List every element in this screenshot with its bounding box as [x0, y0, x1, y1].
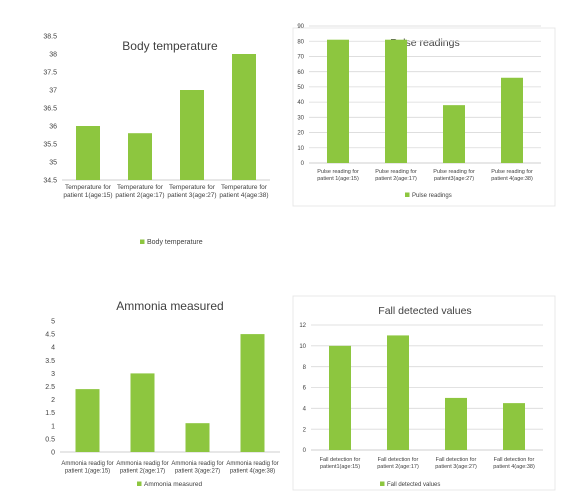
fall-detected-values-x-tick-label: Fall detection for patient 2(age:17)	[377, 457, 419, 470]
ammonia-measured-title: Ammonia measured	[116, 299, 223, 313]
ammonia-measured-y-tick-label: 2.5	[45, 384, 55, 391]
body-temperature-bar	[128, 133, 152, 180]
ammonia-measured-y-tick-label: 2	[51, 397, 55, 404]
pulse-readings-title: Pulse readings	[390, 37, 459, 49]
body-temperature-x-tick-label: Temperature for patient 4(age:38)	[219, 184, 268, 199]
body-temperature-y-tick-label: 37	[49, 87, 57, 94]
pulse-readings-y-tick-label: 50	[297, 85, 304, 91]
fall-detected-values-y-tick-label: 10	[299, 344, 306, 350]
ammonia-measured-y-tick-label: 4	[51, 345, 55, 352]
fall-detected-values-title: Fall detected values	[378, 305, 471, 317]
body-temperature-bar	[180, 90, 204, 180]
fall-detected-values-x-tick-label: Fall detection for patient 4(age:38)	[493, 457, 535, 470]
pulse-readings-bar	[443, 105, 465, 163]
ammonia-measured-x-tick-label: Ammonia readig for patient 2(age:17)	[116, 461, 168, 475]
body-temperature-chart-svg: Body temperature 34.5 35 35.5 36 36.5 37 37.5 38…	[43, 33, 270, 246]
pulse-readings-legend-label: Pulse readings	[412, 193, 452, 199]
pulse-readings-y-tick-label: 0	[301, 161, 305, 167]
ammonia-measured-y-tick-label: 3.5	[45, 358, 55, 365]
ammonia-measured-x-tick-label: Ammonia readig for patient 4(age:38)	[226, 461, 278, 475]
fall-detected-values-chart-svg: Fall detected values 0 2 4 6 8 10 12 Fall detect…	[292, 295, 556, 491]
pulse-readings-x-tick-label: Pulse reading for patient 1(age:15)	[317, 169, 359, 182]
ammonia-measured-y-tick-label: 4.5	[45, 332, 55, 339]
body-temperature-y-tick-label: 38.5	[43, 33, 57, 40]
ammonia-measured-y-tick-label: 5	[51, 318, 55, 325]
pulse-readings-x-tick-label: Pulse reading for patient3(age:27)	[433, 169, 475, 182]
ammonia-measured-y-tick-label: 1.5	[45, 410, 55, 417]
pulse-readings-y-tick-label: 70	[297, 55, 304, 61]
ammonia-measured-y-tick-label: 0	[51, 449, 55, 456]
fall-detected-values-legend-swatch	[380, 481, 385, 486]
body-temperature-x-tick-label: Temperature for patient 2(age:17)	[115, 184, 164, 199]
fall-detected-values-chart: Fall detected values 0 2 4 6 8 10 12 Fall detect…	[285, 260, 570, 504]
fall-detected-values-frame	[292, 295, 556, 491]
body-temperature-chart: Body temperature 34.5 35 35.5 36 36.5 37 37.5 38…	[0, 0, 285, 260]
fall-detected-values-y-tick-label: 4	[303, 406, 307, 412]
pulse-readings-y-tick-label: 10	[297, 146, 304, 152]
pulse-readings-y-tick-label: 90	[297, 24, 304, 30]
fall-detected-values-y-tick-label: 6	[303, 386, 307, 392]
fall-detected-values-y-tick-label: 0	[303, 448, 307, 454]
body-temperature-y-tick-label: 36.5	[43, 105, 57, 112]
pulse-readings-y-tick-label: 30	[297, 115, 304, 121]
pulse-readings-bar	[501, 77, 523, 163]
pulse-readings-frame	[292, 27, 556, 207]
body-temperature-x-tick-label: Temperature for patient 1(age:15)	[63, 184, 112, 199]
ammonia-measured-bar	[75, 389, 100, 452]
body-temperature-y-tick-label: 37.5	[43, 69, 57, 76]
fall-detected-values-bar	[445, 397, 467, 450]
body-temperature-bar	[76, 126, 100, 180]
body-temperature-bar	[232, 54, 256, 180]
body-temperature-y-tick-label: 35	[49, 159, 57, 166]
pulse-readings-bar	[385, 39, 407, 164]
pulse-readings-chart-svg: Pulse readings 0 10 20 30 40 50 60 70 80 90 Pulse r…	[292, 24, 556, 207]
pulse-readings-chart: Pulse readings 0 10 20 30 40 50 60 70 80 90 Pulse r…	[285, 0, 570, 260]
fall-detected-values-y-tick-label: 8	[303, 365, 307, 371]
pulse-readings-y-tick-label: 40	[297, 100, 304, 106]
pulse-readings-y-tick-label: 20	[297, 131, 304, 137]
fall-detected-values-bar	[329, 345, 351, 450]
body-temperature-y-tick-label: 38	[49, 51, 57, 58]
pulse-readings-x-tick-label: Pulse reading for patient 4(age:38)	[491, 169, 533, 182]
fall-detected-values-y-tick-label: 2	[303, 427, 307, 433]
fall-detected-values-bar	[503, 403, 525, 450]
ammonia-measured-y-tick-label: 0.5	[45, 436, 55, 443]
pulse-readings-x-tick-label: Pulse reading for patient 2(age:17)	[375, 169, 417, 182]
body-temperature-y-tick-label: 34.5	[43, 177, 57, 184]
fall-detected-values-x-tick-label: Fall detection for patient 3(age:27)	[435, 457, 477, 470]
body-temperature-legend-swatch	[140, 239, 145, 244]
ammonia-measured-bar	[185, 423, 210, 452]
pulse-readings-legend-swatch	[405, 192, 410, 197]
fall-detected-values-bar	[387, 335, 409, 450]
ammonia-measured-y-tick-label: 1	[51, 423, 55, 430]
pulse-readings-bar	[327, 39, 349, 164]
fall-detected-values-y-tick-label: 12	[299, 323, 306, 329]
ammonia-measured-x-tick-label: Ammonia readig for patient 3(age:27)	[171, 461, 223, 475]
body-temperature-x-tick-label: Temperature for patient 3(age:27)	[167, 184, 216, 199]
ammonia-measured-legend-swatch	[137, 481, 142, 486]
ammonia-measured-chart: Ammonia measured 0 0.5 1 1.5 2 2.5 3 3.5 4 4.5 5 Amm…	[0, 260, 285, 504]
ammonia-measured-bar	[130, 373, 155, 452]
body-temperature-y-tick-label: 36	[49, 123, 57, 130]
ammonia-measured-y-tick-label: 3	[51, 371, 55, 378]
body-temperature-y-tick-label: 35.5	[43, 141, 57, 148]
fall-detected-values-x-tick-label: Fall detection for patient1(age:15)	[320, 457, 361, 470]
ammonia-measured-chart-svg: Ammonia measured 0 0.5 1 1.5 2 2.5 3 3.5 4 4.5 5 Amm…	[45, 299, 280, 488]
pulse-readings-y-tick-label: 60	[297, 70, 304, 76]
ammonia-measured-bar	[240, 334, 265, 452]
fall-detected-values-legend-label: Fall detected values	[387, 482, 440, 488]
body-temperature-legend-label: Body temperature	[147, 239, 203, 246]
ammonia-measured-x-tick-label: Ammonia readig for patient 1(age:15)	[61, 461, 113, 475]
ammonia-measured-legend-label: Ammonia measured	[144, 481, 203, 488]
body-temperature-title: Body temperature	[122, 39, 218, 53]
pulse-readings-y-tick-label: 80	[297, 39, 304, 45]
